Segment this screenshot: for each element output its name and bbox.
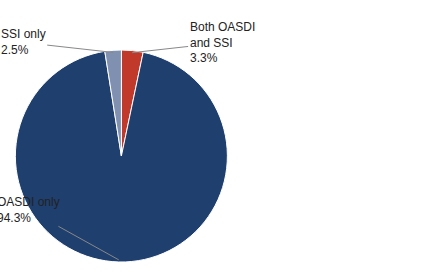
svg-text:OASDI only94.3%: OASDI only94.3% [0,195,60,225]
svg-text:SSI only2.5%: SSI only2.5% [1,27,46,57]
svg-text:Both OASDIand SSI3.3%: Both OASDIand SSI3.3% [190,20,255,65]
